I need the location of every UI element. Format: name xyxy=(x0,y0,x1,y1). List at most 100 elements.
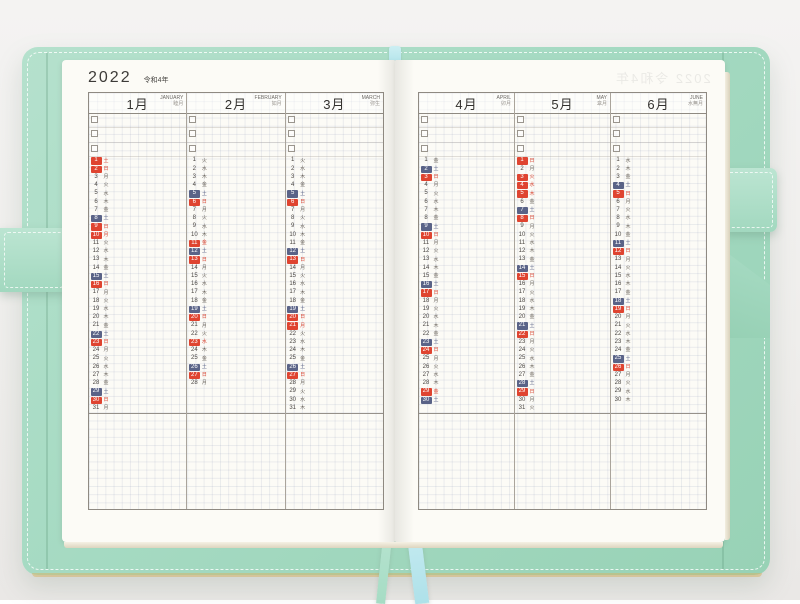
weekday-kanji: 木 xyxy=(201,289,207,296)
day-row: 24 火 xyxy=(515,347,610,355)
day-number: 3 xyxy=(616,173,620,180)
day-number: 30 xyxy=(420,396,432,404)
day-row xyxy=(611,404,706,412)
month-name-en: MARCH xyxy=(361,95,380,101)
day-number: 17 xyxy=(420,289,432,297)
weekday-kanji: 日 xyxy=(625,190,631,197)
month-subnames: JUNE 水無月 xyxy=(688,96,703,107)
weekday-kanji: 火 xyxy=(433,363,439,370)
weekday-kanji: 金 xyxy=(433,157,439,164)
weekday-kanji: 土 xyxy=(300,190,306,197)
day-row: 11 月 xyxy=(419,239,514,247)
weekday-kanji: 水 xyxy=(103,248,109,255)
day-number: 6 xyxy=(424,198,428,205)
day-row: 26 火 xyxy=(419,363,514,371)
weekday-kanji: 月 xyxy=(433,240,439,247)
day-row: 28 火 xyxy=(611,380,706,388)
weekday-kanji: 金 xyxy=(433,388,439,395)
day-row: 21 土 xyxy=(515,322,610,330)
checkbox-icon xyxy=(287,130,295,138)
day-row: 28 金 xyxy=(89,380,186,388)
weekday-kanji: 火 xyxy=(300,388,306,395)
day-number: 2 xyxy=(420,165,432,173)
day-number: 14 xyxy=(516,264,528,272)
day-number: 15 xyxy=(190,272,198,279)
day-row: 18 金 xyxy=(286,297,383,305)
weekday-kanji: 木 xyxy=(201,231,207,238)
weekday-kanji: 水 xyxy=(625,273,631,280)
day-number: 31 xyxy=(518,404,526,411)
day-row: 13 日 xyxy=(286,256,383,264)
todo-row xyxy=(285,114,383,129)
weekday-kanji: 水 xyxy=(103,190,109,197)
day-number: 6 xyxy=(188,198,200,206)
day-row: 17 日 xyxy=(419,289,514,297)
day-list: 1 金 2 土 3 日 4 月 5 火 6 水 7 木 8 金 9 土 10 日 11 月 12 火 13 水 14 木 15 金 16 土 1… xyxy=(419,157,514,413)
month-name-jp: 1月 xyxy=(126,96,149,112)
day-number: 28 xyxy=(289,380,296,387)
day-row: 24 日 xyxy=(419,347,514,355)
weekday-kanji: 水 xyxy=(201,223,207,230)
month-subnames: APRIL 卯月 xyxy=(497,96,511,107)
weekday-kanji: 木 xyxy=(433,322,439,329)
day-number: 11 xyxy=(289,239,296,246)
day-number: 3 xyxy=(290,173,295,180)
day-number: 10 xyxy=(90,231,102,239)
day-number: 27 xyxy=(287,371,299,380)
day-number: 27 xyxy=(422,371,430,378)
day-number: 7 xyxy=(424,206,428,213)
weekday-kanji: 日 xyxy=(529,330,535,337)
weekday-kanji: 金 xyxy=(201,355,207,362)
day-number: 24 xyxy=(420,347,432,355)
day-number: 23 xyxy=(518,338,526,345)
day-number: 20 xyxy=(518,314,526,321)
weekday-kanji: 金 xyxy=(201,240,207,247)
day-row: 18 月 xyxy=(419,297,514,305)
day-row: 14 火 xyxy=(611,264,706,272)
day-number: 21 xyxy=(614,322,622,329)
day-row: 25 水 xyxy=(515,355,610,363)
day-number: 8 xyxy=(516,215,528,223)
day-number: 30 xyxy=(518,396,526,403)
day-row: 21 金 xyxy=(89,322,186,330)
day-row: 20 水 xyxy=(419,314,514,322)
day-row: 17 月 xyxy=(89,289,186,297)
day-row: 22 日 xyxy=(515,330,610,338)
todo-row xyxy=(187,128,285,143)
weekday-kanji: 水 xyxy=(300,339,306,346)
planner-page-left: 2022 令和4年 1月 JANUARY 睦月 1 土 2 日 3 月 4 火 5 水 6 木 7 金 8 土 9 日 1… xyxy=(62,60,395,542)
weekday-kanji: 木 xyxy=(529,363,535,370)
weekday-kanji: 火 xyxy=(201,157,207,164)
month-name-traditional: 水無月 xyxy=(687,101,703,107)
weekday-kanji: 火 xyxy=(300,273,306,280)
day-number: 26 xyxy=(612,363,624,371)
day-number: 10 xyxy=(289,231,296,238)
day-number: 18 xyxy=(289,297,296,304)
year-label: 2022 xyxy=(88,69,132,86)
weekday-kanji: 日 xyxy=(103,396,109,403)
day-row: 11 金 xyxy=(286,239,383,247)
day-number: 27 xyxy=(92,371,100,378)
day-row: 24 月 xyxy=(89,347,186,355)
day-number: 2 xyxy=(192,165,196,172)
weekday-kanji: 土 xyxy=(625,355,631,362)
weekday-kanji: 土 xyxy=(529,380,535,387)
weekday-kanji: 火 xyxy=(103,240,109,247)
day-row: 12 土 xyxy=(286,248,383,256)
day-number: 25 xyxy=(612,355,624,363)
day-row: 14 月 xyxy=(187,264,284,272)
weekday-kanji: 月 xyxy=(529,223,535,230)
day-number: 4 xyxy=(290,182,295,189)
weekday-kanji: 土 xyxy=(103,215,109,222)
day-row: 20 日 xyxy=(286,314,383,322)
weekday-kanji: 土 xyxy=(201,248,207,255)
weekday-kanji: 火 xyxy=(103,355,109,362)
month-subnames: FEBRUARY 如月 xyxy=(255,96,282,107)
